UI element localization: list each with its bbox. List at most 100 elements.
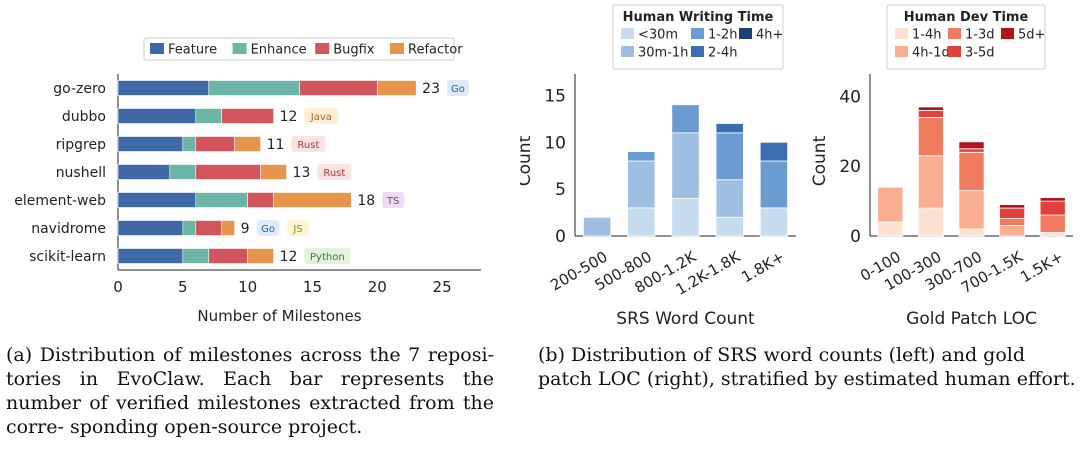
legend-swatch bbox=[315, 43, 330, 54]
bar-segment bbox=[999, 204, 1026, 209]
language-badge-label: Rust bbox=[297, 140, 319, 151]
category-label: scikit-learn bbox=[29, 249, 106, 265]
total-label: 9 bbox=[241, 221, 250, 237]
legend-swatch bbox=[232, 43, 247, 54]
bar-segment bbox=[182, 136, 197, 152]
x-tick-label: 10 bbox=[238, 278, 257, 296]
bar-segment bbox=[117, 80, 210, 96]
bar-segment bbox=[117, 164, 171, 180]
bar-segment bbox=[299, 80, 378, 96]
total-label: 12 bbox=[280, 109, 298, 125]
legend-swatch bbox=[948, 46, 961, 57]
milestones-chart: Feature Enhance Bugfix Refactor 0 5 10 15 20 25 Nu… bbox=[14, 37, 481, 325]
bar-segment bbox=[999, 207, 1026, 219]
bar-segment bbox=[117, 136, 184, 152]
y-axis-label: Count bbox=[520, 135, 535, 186]
legend-label: <30m bbox=[638, 28, 678, 43]
bar-segment bbox=[999, 218, 1026, 226]
bar-segment bbox=[582, 216, 612, 237]
x-tick-label: 5 bbox=[178, 278, 188, 296]
bar-segment bbox=[1039, 232, 1066, 237]
legend-swatch bbox=[390, 43, 404, 54]
bar-segment bbox=[999, 225, 1026, 237]
x-axis-label: SRS Word Count bbox=[616, 309, 755, 329]
legend-label: 1-2h bbox=[708, 28, 737, 43]
bar-segment bbox=[958, 228, 985, 237]
legend-swatch bbox=[150, 43, 164, 54]
total-label: 13 bbox=[293, 165, 311, 181]
language-badge-label: Rust bbox=[323, 168, 345, 179]
language-badge bbox=[291, 136, 326, 152]
legend-swatch bbox=[895, 28, 908, 39]
language-badge bbox=[257, 220, 280, 236]
category-label: ripgrep bbox=[56, 137, 106, 153]
bar-segment bbox=[627, 151, 656, 162]
legend-swatch bbox=[621, 28, 634, 39]
bar-segment bbox=[627, 207, 656, 237]
language-badge-label: Go bbox=[451, 84, 465, 95]
legend-swatch bbox=[1001, 28, 1014, 39]
bar-segment bbox=[1039, 200, 1066, 216]
legend-swatch bbox=[895, 46, 908, 57]
bar-segment bbox=[234, 136, 261, 152]
legend-title: Human Writing Time bbox=[623, 10, 774, 25]
caption-a: (a) Distribution of milestones across th… bbox=[6, 344, 494, 438]
legend-label: 1-4h bbox=[912, 28, 941, 43]
bar-segment bbox=[260, 164, 287, 180]
y-tick-label: 15 bbox=[544, 86, 566, 106]
language-badge bbox=[304, 248, 351, 264]
bar-segment bbox=[273, 192, 352, 208]
bar-segment bbox=[221, 220, 235, 236]
bar-segment bbox=[671, 198, 700, 237]
bar-segment bbox=[208, 248, 248, 264]
bar-segment bbox=[958, 148, 985, 153]
legend-frame bbox=[886, 4, 1046, 70]
legend-label: 4h+ bbox=[756, 28, 783, 43]
legend-title: Human Dev Time bbox=[904, 10, 1029, 25]
bar-segment bbox=[877, 221, 904, 237]
legend-label: Enhance bbox=[251, 43, 307, 58]
bar-segment bbox=[247, 248, 274, 264]
bar-segment bbox=[117, 248, 184, 264]
legend-swatch bbox=[691, 28, 704, 39]
total-label: 12 bbox=[280, 249, 298, 265]
language-badge bbox=[304, 108, 339, 124]
bar-segment bbox=[376, 80, 417, 96]
bar-segment bbox=[917, 116, 944, 157]
x-axis-label: Number of Milestones bbox=[197, 307, 361, 325]
bar-segment bbox=[671, 104, 700, 134]
x-tick-label: 1.5K+ bbox=[1017, 248, 1066, 287]
legend-label: 3-5d bbox=[965, 46, 995, 61]
bar-segment bbox=[627, 160, 656, 209]
legend: Human Dev Time 1-4h 4h-1d 1-3d 3-5d 5d+ bbox=[886, 4, 1046, 70]
category-label: navidrome bbox=[31, 221, 106, 237]
bar-segment bbox=[195, 192, 248, 208]
bar-segment bbox=[917, 110, 944, 118]
y-tick-label: 40 bbox=[839, 87, 861, 107]
language-badge bbox=[382, 192, 405, 208]
bar-segment bbox=[715, 123, 744, 134]
language-badge-label: Go bbox=[261, 224, 275, 235]
y-axis-label: Count bbox=[810, 135, 830, 186]
legend-swatch bbox=[691, 46, 704, 57]
legend-swatch bbox=[948, 28, 961, 39]
language-badge-label: JS bbox=[292, 224, 302, 235]
legend-label: 2-4h bbox=[708, 46, 737, 61]
legend-swatch bbox=[739, 28, 752, 39]
bar-segment bbox=[759, 141, 789, 162]
bar-segment bbox=[117, 220, 184, 236]
language-badge-label: TS bbox=[386, 196, 399, 207]
bar-segment bbox=[958, 141, 985, 150]
legend-label: Bugfix bbox=[333, 43, 375, 58]
bar-segment bbox=[169, 164, 197, 180]
legend-label: 30m-1h bbox=[638, 46, 688, 61]
bar-segment bbox=[917, 155, 944, 209]
legend: Feature Enhance Bugfix Refactor bbox=[143, 37, 463, 61]
legend-label: Feature bbox=[168, 43, 217, 58]
legend-label: Refactor bbox=[408, 43, 463, 58]
category-label: go-zero bbox=[53, 81, 106, 97]
bar-segment bbox=[877, 186, 904, 223]
x-tick-label: 20 bbox=[368, 278, 387, 296]
gold-patch-loc-chart: Human Dev Time 1-4h 4h-1d 1-3d 3-5d 5d+ 0 20 40 C… bbox=[810, 4, 1073, 329]
total-label: 11 bbox=[267, 137, 285, 153]
